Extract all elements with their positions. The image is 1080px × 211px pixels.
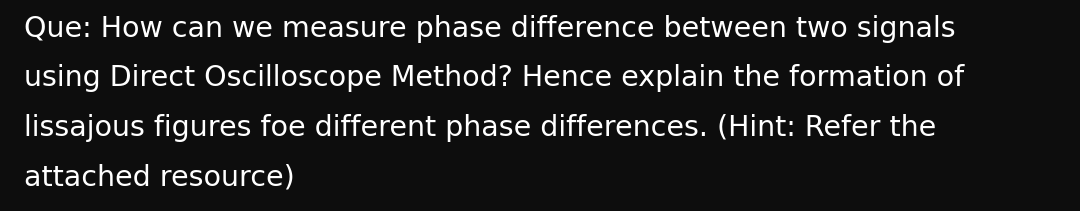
Text: lissajous figures foe different phase differences. (Hint: Refer the: lissajous figures foe different phase di…	[24, 114, 936, 142]
Text: attached resource): attached resource)	[24, 164, 295, 192]
Text: Que: How can we measure phase difference between two signals: Que: How can we measure phase difference…	[24, 15, 956, 43]
Text: using Direct Oscilloscope Method? Hence explain the formation of: using Direct Oscilloscope Method? Hence …	[24, 64, 963, 92]
